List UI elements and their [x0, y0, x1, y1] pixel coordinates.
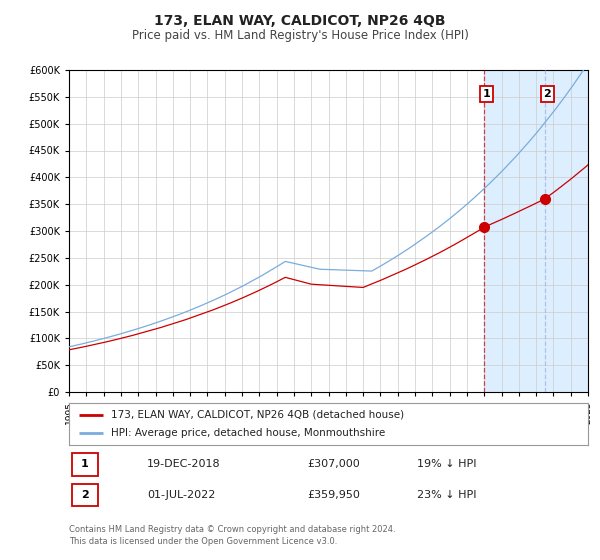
Text: 173, ELAN WAY, CALDICOT, NP26 4QB (detached house): 173, ELAN WAY, CALDICOT, NP26 4QB (detac…: [110, 410, 404, 420]
Text: 19-DEC-2018: 19-DEC-2018: [147, 459, 220, 469]
FancyBboxPatch shape: [71, 484, 98, 506]
Text: 2: 2: [544, 89, 551, 99]
Text: £307,000: £307,000: [308, 459, 361, 469]
Text: Contains HM Land Registry data © Crown copyright and database right 2024.
This d: Contains HM Land Registry data © Crown c…: [69, 525, 395, 546]
Text: 19% ↓ HPI: 19% ↓ HPI: [417, 459, 476, 469]
Text: 173, ELAN WAY, CALDICOT, NP26 4QB: 173, ELAN WAY, CALDICOT, NP26 4QB: [154, 14, 446, 28]
Bar: [484, 70, 588, 392]
Text: Price paid vs. HM Land Registry's House Price Index (HPI): Price paid vs. HM Land Registry's House …: [131, 29, 469, 42]
FancyBboxPatch shape: [71, 453, 98, 475]
Text: 23% ↓ HPI: 23% ↓ HPI: [417, 490, 476, 500]
Text: 01-JUL-2022: 01-JUL-2022: [147, 490, 215, 500]
Text: 1: 1: [482, 89, 490, 99]
Text: 2: 2: [80, 490, 88, 500]
Text: 1: 1: [80, 459, 88, 469]
Text: HPI: Average price, detached house, Monmouthshire: HPI: Average price, detached house, Monm…: [110, 428, 385, 438]
Text: £359,950: £359,950: [308, 490, 361, 500]
